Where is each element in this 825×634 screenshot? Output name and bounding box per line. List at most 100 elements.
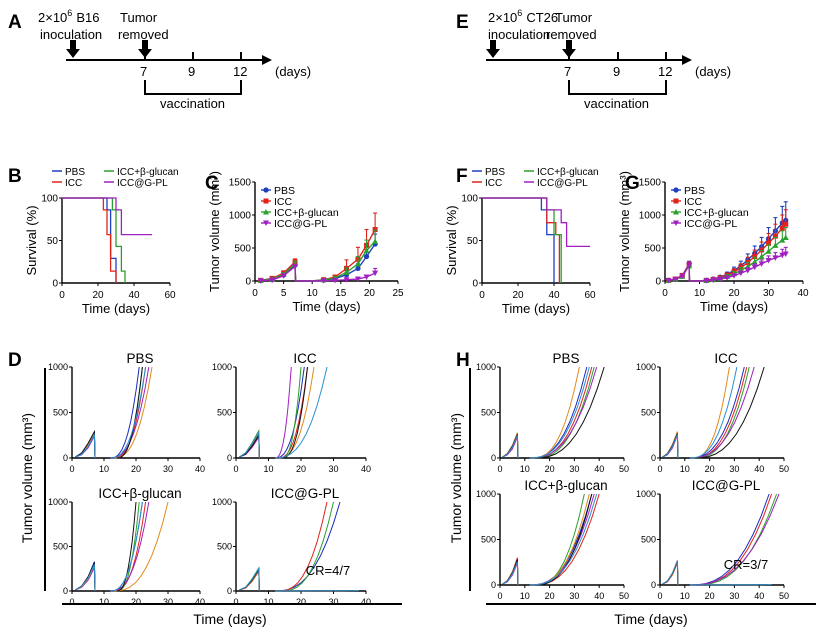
d-2-curve-post-2 [116,501,140,592]
d-3-curve-post-1 [278,501,328,592]
d-2-xtick-label-1: 10 [99,597,109,607]
a-tick-label-9: 9 [188,64,195,79]
g-legend-label-2: ICC+β-glucan [684,207,749,219]
d-0-xtick-label-0: 0 [69,464,74,474]
h-1-curve-post-4 [692,366,730,459]
h-0-xtick-label-2: 20 [545,464,555,474]
h-0-curve-post-5 [534,366,605,459]
g-point-iccgpl-8 [717,276,724,283]
c-legend-label-3: ICC@G-PL [274,218,327,230]
b-xtick-label-2: 40 [128,290,140,301]
d-2-curve-pre-0 [74,561,96,592]
d-1-ytick-label-1: 500 [217,408,232,418]
h-1-ytick-label-1: 500 [641,408,656,418]
h-2-xtick-label-2: 20 [545,591,555,601]
d-0-curve-post-0 [110,366,140,459]
e-line: CT26 [526,10,558,25]
g-point-icc-18 [783,221,789,227]
b-ylabel: Survival (%) [24,205,39,275]
h-1-curve-post-5 [694,366,765,459]
g-point-icc-15 [766,240,771,246]
d-2-curve-post-3 [110,501,150,592]
d-1-curve-pre-6 [239,430,260,459]
g-point-icc-17 [779,225,785,231]
c-ytick-label-3: 1500 [229,178,252,189]
g-point-iccgpl-9 [724,275,731,281]
f-legend-label-0: PBS [485,167,505,178]
d-0-xtick-label-2: 20 [131,464,141,474]
c-point-pbs-10 [363,253,370,260]
c-point-pbs-9 [355,265,361,272]
e-inoculation: inoculation [488,27,550,42]
h-1-xtick-label-1: 10 [680,464,690,474]
h-2-curve-pre-6 [502,561,519,586]
h-3-ytick-label-2: 1000 [636,489,656,499]
h-2-xtick-label-1: 10 [520,591,530,601]
h-0-xtick-label-3: 30 [569,464,579,474]
a-removed: removed [118,27,169,42]
h-1-ytick-label-0: 0 [651,453,656,463]
f-legend-label-1: ICC [485,178,502,189]
c-legend-label-2: ICC+β-glucan [274,207,339,219]
h-0-ytick-label-1: 500 [481,408,496,418]
e-cells: 2×10 [488,10,517,25]
d-0-xtick-label-1: 10 [99,464,109,474]
d-3-curve-post-2 [281,501,334,592]
d-2-xtick-label-3: 30 [163,597,173,607]
d-3-curve-pre-6 [239,566,260,592]
a-inoculation: inoculation [40,27,102,42]
h-1-curve-post-6 [689,366,738,459]
g-point-iccglucan-13 [751,258,758,265]
b-xlabel: Time (days) [82,301,150,316]
g-point-iccgpl-3 [686,262,693,269]
h-0-ytick-label-2: 1000 [476,362,496,372]
g-point-iccglucan-18 [782,234,789,240]
h-3-ytick-label-0: 0 [651,580,656,590]
g-point-icc-14 [759,247,765,253]
h-3-curve-post-2 [694,493,778,586]
h-3-xtick-label-1: 10 [680,591,690,601]
panel-letter-a: A [8,12,22,33]
h-1-curve-pre-6 [662,434,679,459]
c-ytick-label-2: 1000 [229,211,252,222]
d-1-xtick-label-2: 20 [296,464,306,474]
d-1-title: ICC [293,351,317,366]
f-legend-label-2: ICC+β-glucan [537,167,599,178]
e-inoculation-arrow-icon [486,40,500,58]
d-0-title: PBS [126,351,153,366]
h-2-xtick-label-4: 40 [594,591,604,601]
d-1-xtick-label-0: 0 [233,464,238,474]
d-0-curve-post-6 [110,366,147,459]
panel-letter-b: B [8,166,22,187]
e-cells-line: 2×106 CT26 [488,8,558,25]
h-1-xtick-label-2: 20 [705,464,715,474]
f-ytick-label-1: 50 [467,236,479,247]
c-point-iccgpl-0 [257,278,264,284]
h-2-curve-pre-5 [502,559,519,586]
d-1-curve-pre-2 [239,428,260,459]
h-3-xtick-label-4: 40 [754,591,764,601]
g-point-iccgpl-7 [710,277,717,284]
b-ytick-label-2: 100 [41,194,58,205]
d-3-xtick-label-3: 30 [328,597,338,607]
g-point-iccgpl-16 [772,255,779,261]
c-ylabel: Tumor volume (mm³) [207,171,222,292]
h-3-xtick-label-3: 30 [729,591,739,601]
panel-letter-d: D [8,350,22,371]
h-1-ytick-label-2: 1000 [636,362,656,372]
panel-letter-g: G [625,173,640,194]
g-xtick-label-3: 30 [763,288,775,299]
g-legend-marker-0 [673,187,679,193]
g-point-icc-13 [752,254,758,260]
panel-d-frame: D Tumor volume (mm³) Time (days) [8,350,402,627]
b-ytick-label-0: 0 [52,279,58,290]
panel-c-volume-chart: C 0 5 10 15 20 25 0 500 1000 1500 Tumor volume (mm³… [205,171,404,314]
g-point-iccglucan-17 [779,237,786,243]
d-0-ytick-label-0: 0 [63,453,68,463]
d-3-xtick-label-4: 40 [361,597,371,607]
g-point-iccgpl-1 [672,276,679,283]
d-1-xtick-label-1: 10 [263,464,273,474]
f-xlabel: Time (days) [502,301,570,316]
panel-d-1-individual-chart: 0 10 20 30 40 0 500 1000 ICC [212,351,371,474]
